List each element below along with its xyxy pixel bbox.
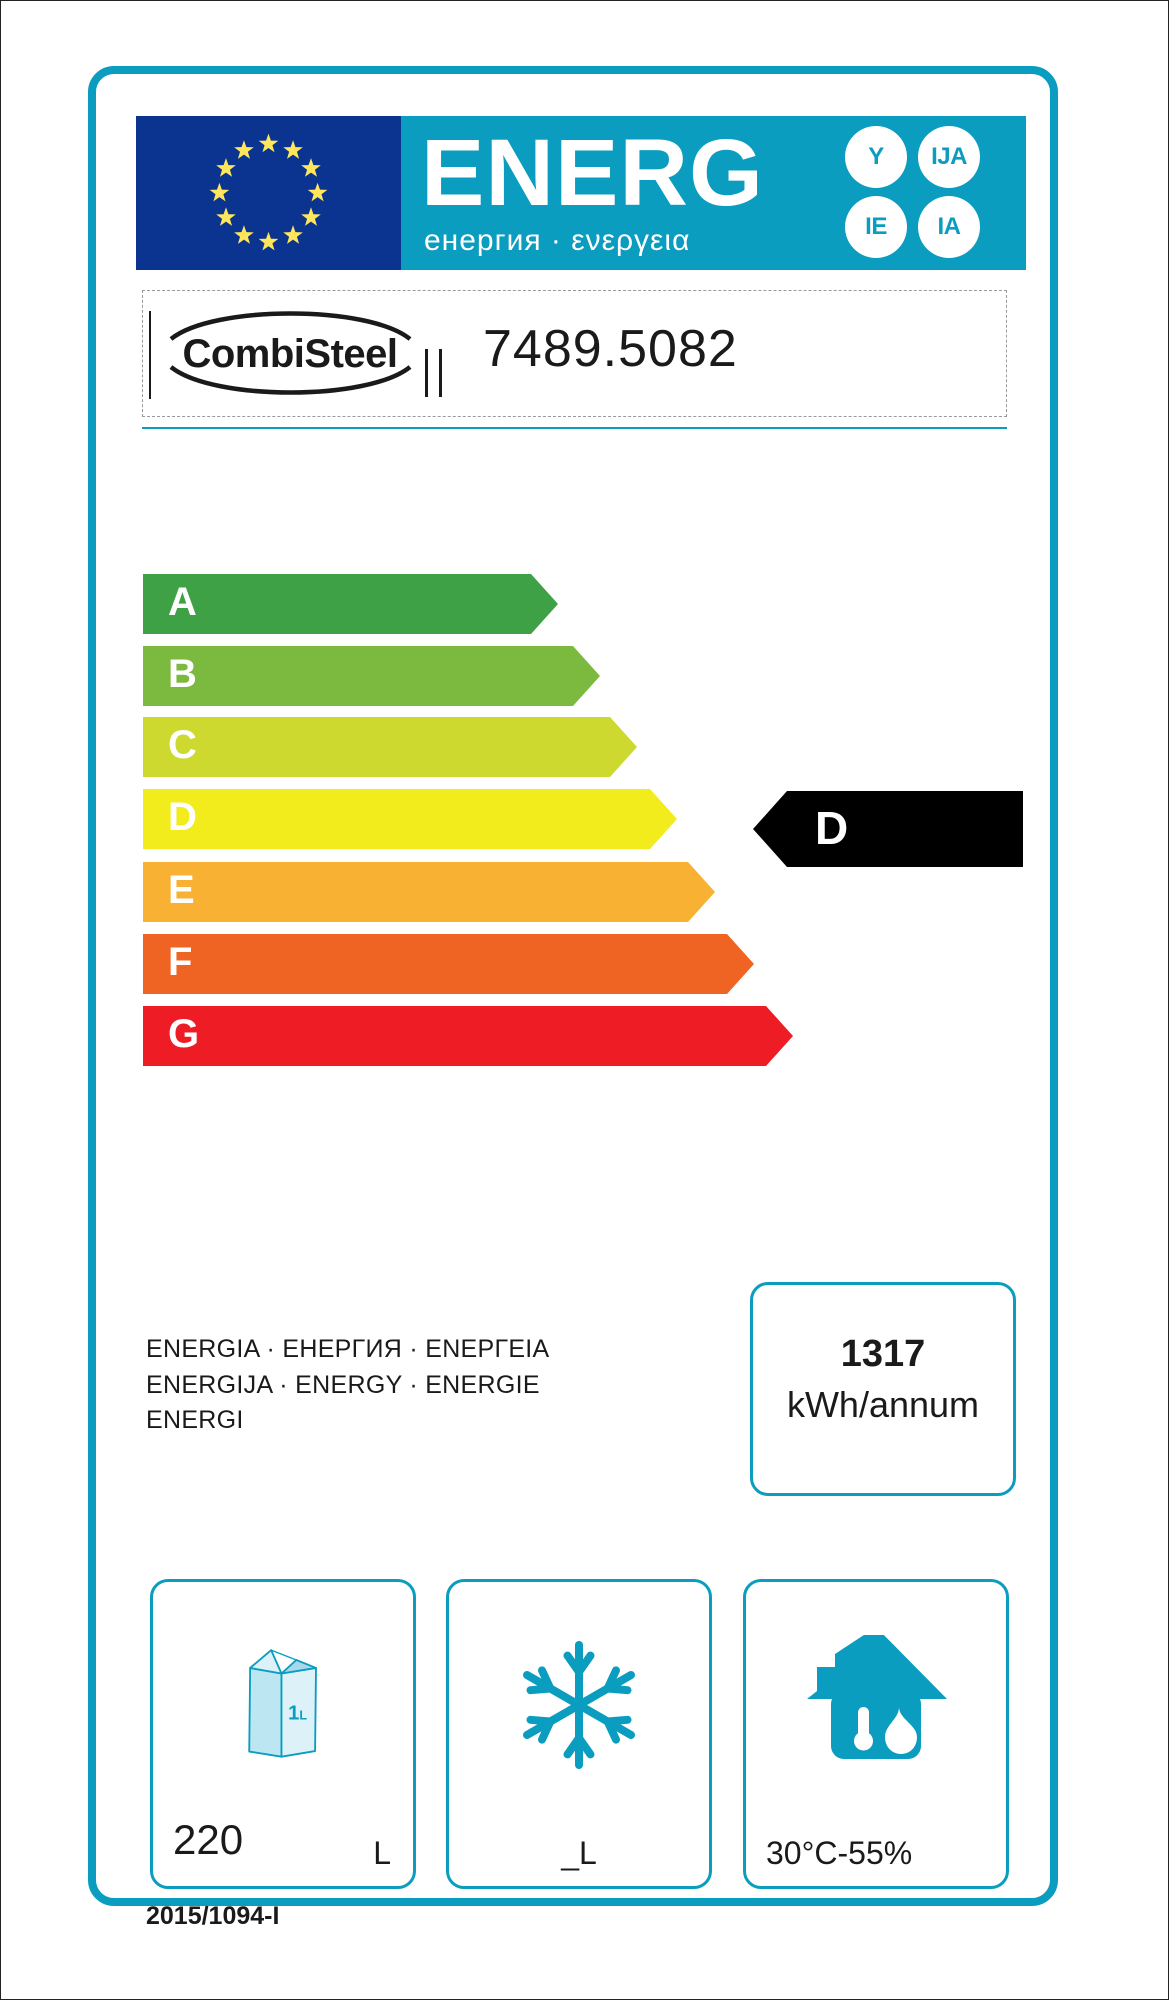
svg-text:CombiSteel: CombiSteel <box>182 332 397 376</box>
